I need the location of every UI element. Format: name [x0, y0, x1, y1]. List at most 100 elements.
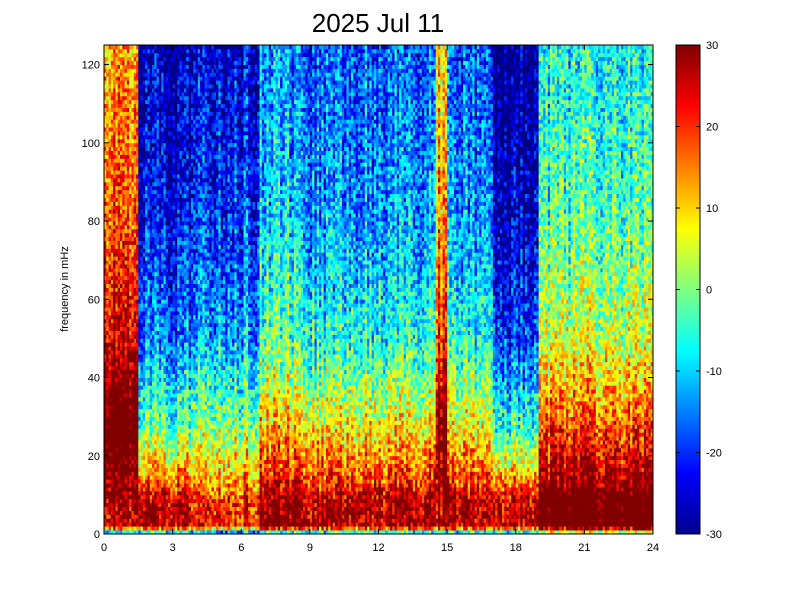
- heatmap-cell: [193, 346, 196, 350]
- heatmap-cell: [143, 307, 146, 311]
- heatmap-cell: [168, 127, 171, 131]
- heatmap-cell: [163, 479, 166, 483]
- heatmap-cell: [184, 381, 187, 385]
- heatmap-cell: [147, 201, 150, 205]
- heatmap-cell: [193, 291, 196, 295]
- heatmap-cell: [163, 108, 166, 112]
- heatmap-cell: [177, 417, 180, 421]
- heatmap-cell: [163, 49, 166, 53]
- heatmap-cell: [125, 245, 128, 249]
- heatmap-cell: [166, 272, 169, 276]
- heatmap-cell: [113, 155, 116, 159]
- heatmap-cell: [141, 84, 144, 88]
- heatmap-cell: [120, 241, 123, 245]
- heatmap-cell: [179, 147, 182, 151]
- heatmap-cell: [166, 174, 169, 178]
- heatmap-cell: [157, 229, 160, 233]
- heatmap-cell: [113, 428, 116, 432]
- heatmap-cell: [131, 209, 134, 213]
- heatmap-cell: [147, 514, 150, 518]
- heatmap-cell: [186, 319, 189, 323]
- heatmap-cell: [175, 374, 178, 378]
- heatmap-cell: [159, 272, 162, 276]
- heatmap-cell: [113, 284, 116, 288]
- heatmap-cell: [131, 295, 134, 299]
- heatmap-cell: [125, 88, 128, 92]
- heatmap-cell: [131, 471, 134, 475]
- heatmap-cell: [143, 170, 146, 174]
- heatmap-cell: [184, 123, 187, 127]
- heatmap-cell: [166, 405, 169, 409]
- heatmap-cell: [143, 288, 146, 292]
- heatmap-cell: [115, 503, 118, 507]
- heatmap-cell: [159, 65, 162, 69]
- heatmap-cell: [125, 225, 128, 229]
- heatmap-cell: [131, 291, 134, 295]
- heatmap-cell: [113, 362, 116, 366]
- heatmap-cell: [134, 115, 137, 119]
- heatmap-cell: [115, 221, 118, 225]
- heatmap-cell: [113, 68, 116, 72]
- heatmap-cell: [175, 256, 178, 260]
- heatmap-cell: [106, 131, 109, 135]
- heatmap-cell: [163, 53, 166, 57]
- heatmap-cell: [170, 299, 173, 303]
- heatmap-cell: [134, 370, 137, 374]
- heatmap-cell: [125, 209, 128, 213]
- heatmap-cell: [113, 342, 116, 346]
- heatmap-cell: [125, 397, 128, 401]
- heatmap-cell: [113, 393, 116, 397]
- heatmap-cell: [141, 495, 144, 499]
- heatmap-cell: [115, 381, 118, 385]
- heatmap-cell: [170, 280, 173, 284]
- heatmap-cell: [175, 315, 178, 319]
- heatmap-cell: [179, 491, 182, 495]
- heatmap-cell: [131, 131, 134, 135]
- heatmap-cell: [120, 256, 123, 260]
- heatmap-cell: [106, 260, 109, 264]
- heatmap-cell: [179, 256, 182, 260]
- heatmap-cell: [134, 319, 137, 323]
- heatmap-cell: [184, 57, 187, 61]
- heatmap-cell: [175, 401, 178, 405]
- heatmap-cell: [166, 96, 169, 100]
- heatmap-cell: [138, 158, 141, 162]
- heatmap-cell: [143, 80, 146, 84]
- heatmap-cell: [143, 205, 146, 209]
- heatmap-cell: [154, 162, 157, 166]
- heatmap-cell: [166, 237, 169, 241]
- heatmap-cell: [122, 237, 125, 241]
- heatmap-cell: [141, 338, 144, 342]
- heatmap-cell: [159, 229, 162, 233]
- heatmap-cell: [120, 421, 123, 425]
- heatmap-cell: [115, 104, 118, 108]
- heatmap-cell: [177, 88, 180, 92]
- heatmap-cell: [177, 162, 180, 166]
- heatmap-cell: [147, 424, 150, 428]
- heatmap-cell: [141, 331, 144, 335]
- heatmap-cell: [175, 378, 178, 382]
- heatmap-cell: [166, 65, 169, 69]
- heatmap-cell: [186, 362, 189, 366]
- heatmap-cell: [150, 115, 153, 119]
- heatmap-cell: [129, 397, 132, 401]
- heatmap-cell: [166, 464, 169, 468]
- heatmap-cell: [175, 213, 178, 217]
- heatmap-cell: [115, 68, 118, 72]
- heatmap-cell: [113, 248, 116, 252]
- heatmap-cell: [150, 123, 153, 127]
- heatmap-cell: [157, 151, 160, 155]
- heatmap-cell: [138, 88, 141, 92]
- heatmap-cell: [143, 432, 146, 436]
- heatmap-cell: [138, 174, 141, 178]
- heatmap-cell: [179, 452, 182, 456]
- heatmap-cell: [168, 479, 171, 483]
- heatmap-cell: [168, 139, 171, 143]
- heatmap-cell: [184, 233, 187, 237]
- heatmap-cell: [113, 229, 116, 233]
- heatmap-cell: [159, 190, 162, 194]
- heatmap-cell: [150, 88, 153, 92]
- heatmap-cell: [150, 76, 153, 80]
- heatmap-cell: [159, 260, 162, 264]
- heatmap-cell: [129, 323, 132, 327]
